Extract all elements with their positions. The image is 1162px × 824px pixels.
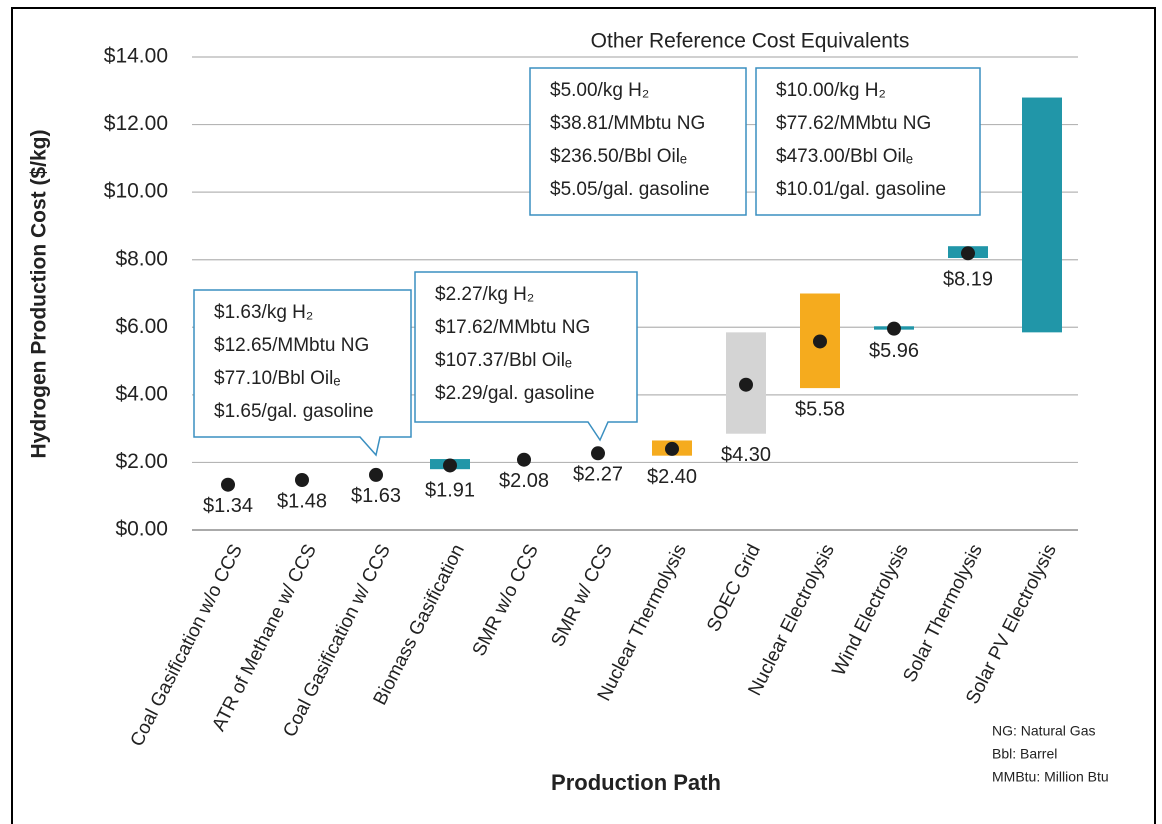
callout-text: $2.29/gal. gasoline <box>435 383 595 404</box>
value-label: $1.63 <box>351 485 401 507</box>
value-label: $5.96 <box>869 340 919 362</box>
frame <box>11 7 1156 824</box>
x-tick-label: Nuclear Electrolysis <box>744 541 838 699</box>
y-tick-label: $8.00 <box>115 247 168 270</box>
point <box>665 441 679 456</box>
point <box>221 477 235 492</box>
x-tick-label: SMR w/o CCS <box>469 541 543 660</box>
point <box>443 458 457 473</box>
value-label: $1.91 <box>425 479 475 501</box>
callout-text: $473.00/Bbl Oilₑ <box>776 146 913 167</box>
value-label: $1.48 <box>277 490 327 512</box>
callout-box <box>529 67 747 216</box>
x-tick-label: SMR w/ CCS <box>547 541 617 650</box>
reference-title: Other Reference Cost Equivalents <box>591 30 910 53</box>
callout-text: $10.00/kg H₂ <box>776 80 886 101</box>
value-label: $5.58 <box>795 398 845 420</box>
callout-box <box>414 271 638 442</box>
point <box>887 321 901 336</box>
point <box>517 452 531 467</box>
note: Bbl: Barrel <box>992 746 1057 762</box>
value-label: $2.08 <box>499 470 549 492</box>
callout-text: $236.50/Bbl Oilₑ <box>550 146 687 167</box>
callout-text: $107.37/Bbl Oilₑ <box>435 350 572 371</box>
value-label: $8.19 <box>943 268 993 290</box>
callout-text: $5.00/kg H₂ <box>550 80 649 101</box>
value-label: $2.27 <box>573 464 623 486</box>
callout-text: $77.10/Bbl Oilₑ <box>214 368 340 389</box>
y-tick-label: $6.00 <box>115 315 168 338</box>
callout-box <box>193 289 412 457</box>
y-tick-label: $4.00 <box>115 382 168 405</box>
callout-text: $1.65/gal. gasoline <box>214 401 374 422</box>
callout-text: $2.27/kg H₂ <box>435 284 534 305</box>
y-tick-label: $12.00 <box>104 112 168 135</box>
x-axis-label: Production Path <box>551 770 721 795</box>
y-tick-label: $14.00 <box>104 45 168 68</box>
value-label: $4.30 <box>721 444 771 466</box>
point <box>295 472 309 487</box>
callout-text: $5.05/gal. gasoline <box>550 179 710 200</box>
point <box>591 446 605 461</box>
point <box>961 246 975 261</box>
point <box>813 334 827 349</box>
callout-text: $17.62/MMbtu NG <box>435 317 590 338</box>
callout-text: $77.62/MMbtu NG <box>776 113 931 134</box>
callout-text: $38.81/MMbtu NG <box>550 113 705 134</box>
callout-text: $10.01/gal. gasoline <box>776 179 946 200</box>
y-axis-label: Hydrogen Production Cost ($/kg) <box>28 129 51 458</box>
y-tick-label: $0.00 <box>115 518 168 541</box>
note: MMBtu: Million Btu <box>992 769 1109 785</box>
point <box>739 377 753 392</box>
note: NG: Natural Gas <box>992 723 1095 739</box>
value-label: $2.40 <box>647 466 697 488</box>
range-bar <box>1022 97 1062 333</box>
value-label: $1.34 <box>203 495 253 517</box>
callout-box <box>755 67 981 216</box>
x-tick-label: Wind Electrolysis <box>829 541 913 679</box>
x-tick-label: SOEC Grid <box>703 541 765 635</box>
y-tick-label: $10.00 <box>104 180 168 203</box>
callout-text: $1.63/kg H₂ <box>214 302 313 323</box>
callout-text: $12.65/MMbtu NG <box>214 335 369 356</box>
point <box>369 467 383 482</box>
y-tick-label: $2.00 <box>115 450 168 473</box>
x-tick-label: Solar Thermolysis <box>899 541 987 686</box>
